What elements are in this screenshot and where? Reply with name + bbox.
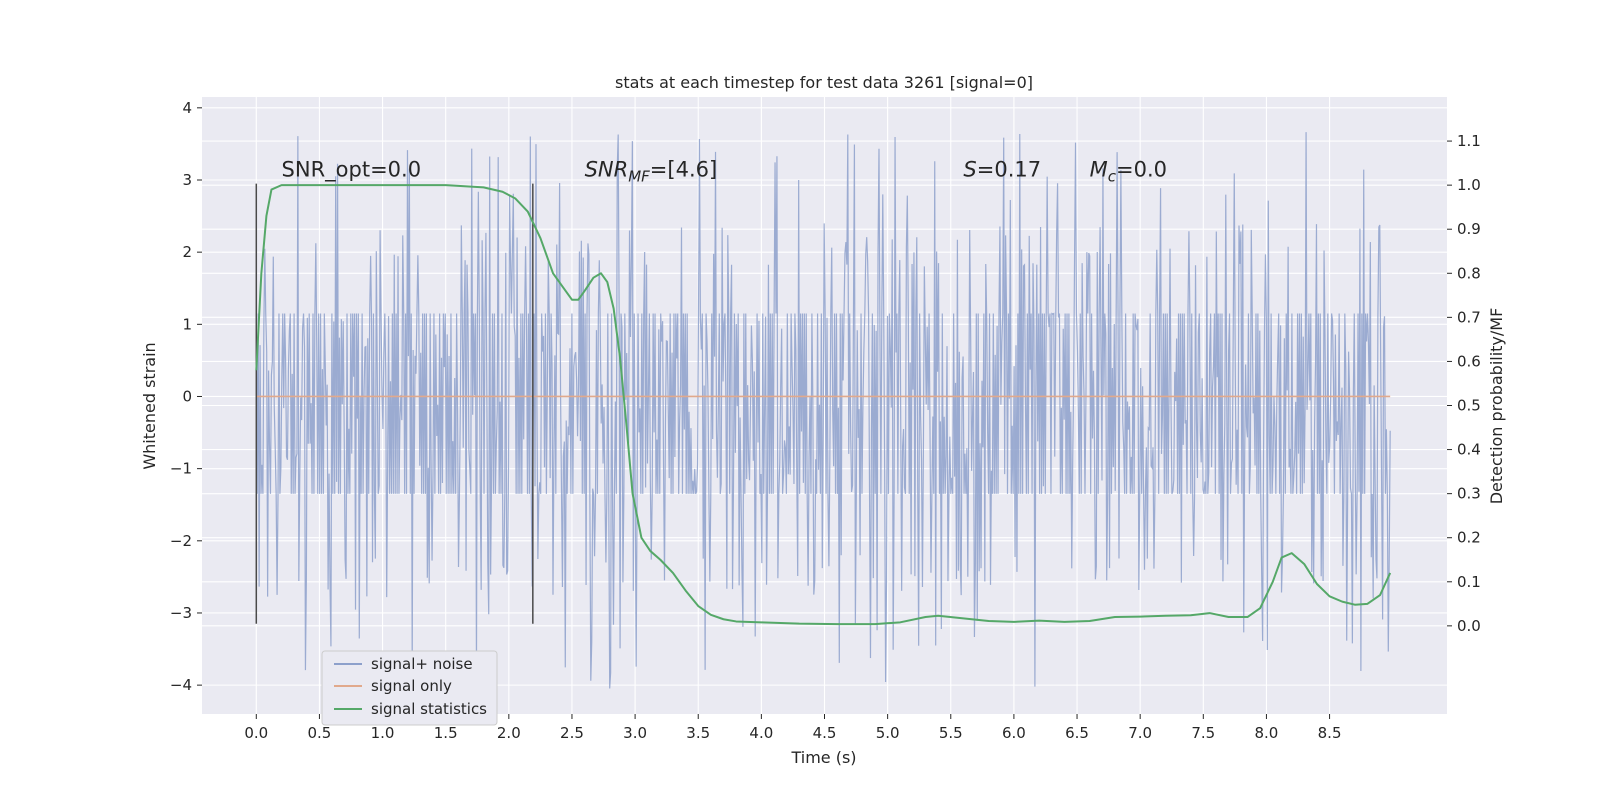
- legend: signal+ noise signal only signal statist…: [321, 650, 498, 726]
- annotation: Mc=0.0: [1090, 157, 1167, 185]
- y-axis-right-label: Detection probability/MF: [1487, 308, 1506, 505]
- x-tick-label: 2.5: [560, 724, 584, 742]
- chart-title: stats at each timestep for test data 326…: [615, 73, 1033, 92]
- x-tick-label: 4.5: [813, 724, 837, 742]
- x-tick-label: 3.0: [623, 724, 647, 742]
- x-tick-label: 0.0: [244, 724, 268, 742]
- y-right-tick-label: 0.8: [1457, 264, 1481, 282]
- x-tick-label: 2.0: [497, 724, 521, 742]
- y-left-tick-label: −4: [170, 676, 192, 694]
- x-tick-label: 0.5: [307, 724, 331, 742]
- y-left-tick-label: 4: [182, 99, 192, 117]
- x-tick-label: 8.5: [1318, 724, 1342, 742]
- y-axis-left-label: Whitened strain: [140, 342, 159, 469]
- x-tick-label: 6.0: [1002, 724, 1026, 742]
- y-left-tick-label: −3: [170, 604, 192, 622]
- x-tick-label: 7.0: [1128, 724, 1152, 742]
- tick-labels: 0.0 0.5 1.0 1.5 2.0 2.5 3.0 3.5 4.0 4.5 5.0 5.5 6.0 6…: [170, 99, 1481, 742]
- x-tick-label: 4.0: [749, 724, 773, 742]
- y-left-tick-label: −1: [170, 460, 192, 478]
- legend-box: [321, 650, 498, 726]
- y-left-tick-label: 1: [182, 315, 192, 333]
- y-right-tick-label: 1.1: [1457, 132, 1481, 150]
- annotation: SNRMF=[4.6]: [585, 157, 718, 185]
- vline-layer: [255, 183, 534, 624]
- y-right-tick-label: 0.9: [1457, 220, 1481, 238]
- y-right-tick-label: 0.5: [1457, 397, 1481, 415]
- x-tick-label: 7.5: [1191, 724, 1215, 742]
- y-left-tick-label: 3: [182, 171, 192, 189]
- legend-label-noise: signal+ noise: [371, 655, 473, 673]
- x-tick-label: 6.5: [1065, 724, 1089, 742]
- y-right-tick-label: 0.7: [1457, 308, 1481, 326]
- y-right-tick-label: 0.1: [1457, 573, 1481, 591]
- annotation-layer: SNR_opt=0.0 SNRMF=[4.6] S=0.17 Mc=0.0: [282, 157, 1167, 185]
- x-tick-label: 5.0: [876, 724, 900, 742]
- y-right-tick-label: 0.6: [1457, 352, 1481, 370]
- x-tick-label: 1.5: [434, 724, 458, 742]
- noise-layer: [255, 132, 1391, 689]
- noise-trace: [255, 132, 1391, 689]
- annotation: S=0.17: [963, 157, 1041, 181]
- x-axis-label: Time (s): [790, 748, 856, 767]
- signal-statistics-line: [255, 184, 1392, 626]
- signal-statistics-layer: [255, 184, 1392, 626]
- y-left-tick-label: 0: [182, 387, 192, 405]
- y-left-tick-label: 2: [182, 243, 192, 261]
- y-right-tick-label: 0.4: [1457, 441, 1481, 459]
- legend-label-signal-statistics: signal statistics: [371, 700, 487, 718]
- y-right-tick-label: 0.0: [1457, 617, 1481, 635]
- y-right-tick-label: 1.0: [1457, 176, 1481, 194]
- x-tick-label: 8.0: [1255, 724, 1279, 742]
- y-right-tick-label: 0.2: [1457, 529, 1481, 547]
- x-tick-label: 1.0: [371, 724, 395, 742]
- x-tick-label: 3.5: [686, 724, 710, 742]
- y-right-tick-label: 0.3: [1457, 485, 1481, 503]
- legend-label-signal-only: signal only: [371, 677, 452, 695]
- y-left-tick-label: −2: [170, 532, 192, 550]
- x-tick-label: 5.5: [939, 724, 963, 742]
- annotation: SNR_opt=0.0: [282, 157, 422, 182]
